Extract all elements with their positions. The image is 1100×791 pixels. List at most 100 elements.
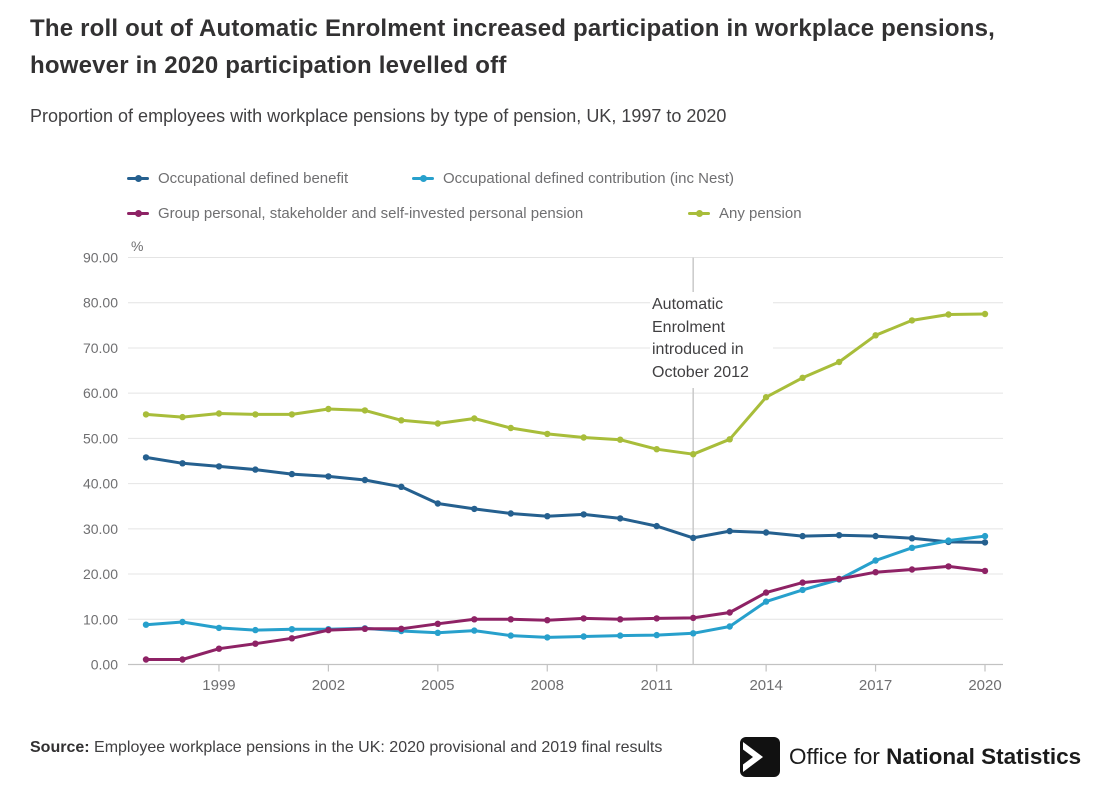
data-point-group-personal-pension-2016 bbox=[835, 575, 843, 583]
legend-marker-dot bbox=[695, 209, 703, 217]
data-point-occupational-defined-benefit-2000 bbox=[252, 466, 259, 473]
data-point-group-personal-pension-2012 bbox=[690, 614, 697, 622]
data-point-group-personal-pension-2001 bbox=[288, 635, 296, 642]
data-point-group-personal-pension-2009 bbox=[580, 615, 587, 622]
y-axis-label: 30.00 bbox=[83, 521, 118, 537]
data-point-any-pension-2014 bbox=[762, 394, 770, 401]
data-point-any-pension-2019 bbox=[945, 311, 952, 318]
x-axis-label: 2014 bbox=[749, 677, 782, 694]
legend-marker-group-personal-pension bbox=[127, 209, 149, 217]
data-point-occupational-defined-contribution-1997 bbox=[142, 621, 150, 628]
data-point-group-personal-pension-2007 bbox=[507, 616, 514, 623]
data-point-group-personal-pension-2017 bbox=[872, 569, 879, 576]
data-point-any-pension-2011 bbox=[653, 446, 660, 453]
legend-marker-dot bbox=[134, 174, 142, 182]
data-point-any-pension-2018 bbox=[908, 317, 916, 324]
y-axis-label: 0.00 bbox=[91, 657, 118, 673]
data-point-occupational-defined-benefit-1997 bbox=[142, 454, 150, 461]
legend-marker-dot bbox=[134, 209, 142, 217]
data-point-occupational-defined-benefit-2008 bbox=[544, 513, 551, 520]
data-point-any-pension-2008 bbox=[544, 430, 551, 438]
series-line-any-pension bbox=[144, 312, 987, 456]
data-point-group-personal-pension-2002 bbox=[325, 626, 332, 634]
data-point-group-personal-pension-2020 bbox=[981, 567, 989, 575]
data-point-occupational-defined-benefit-2001 bbox=[288, 470, 296, 478]
data-point-any-pension-1997 bbox=[142, 411, 150, 418]
x-axis-label: 2020 bbox=[968, 677, 1001, 694]
data-point-occupational-defined-benefit-2006 bbox=[471, 505, 478, 513]
data-point-any-pension-2010 bbox=[617, 436, 624, 443]
legend-marker-occupational-defined-contribution bbox=[412, 174, 434, 182]
data-point-any-pension-1999 bbox=[215, 410, 223, 417]
data-point-any-pension-2013 bbox=[726, 436, 733, 443]
data-point-group-personal-pension-2006 bbox=[471, 616, 478, 623]
x-axis-label: 2002 bbox=[312, 677, 345, 694]
page-title: The roll out of Automatic Enrolment incr… bbox=[30, 15, 995, 79]
data-point-occupational-defined-contribution-2011 bbox=[653, 631, 660, 639]
data-point-group-personal-pension-2004 bbox=[398, 625, 405, 632]
data-point-occupational-defined-contribution-2010 bbox=[617, 632, 624, 639]
data-point-occupational-defined-benefit-2010 bbox=[617, 515, 624, 522]
data-point-group-personal-pension-2008 bbox=[544, 617, 551, 624]
data-point-occupational-defined-contribution-2005 bbox=[434, 629, 441, 636]
data-point-any-pension-2015 bbox=[799, 374, 806, 381]
data-point-occupational-defined-benefit-2003 bbox=[361, 476, 369, 484]
data-point-occupational-defined-benefit-2004 bbox=[398, 483, 405, 490]
data-point-occupational-defined-benefit-2007 bbox=[507, 510, 514, 517]
series-line-group-personal-pension bbox=[144, 564, 987, 661]
data-point-group-personal-pension-2000 bbox=[252, 640, 259, 647]
data-point-occupational-defined-benefit-2016 bbox=[835, 532, 843, 539]
data-point-group-personal-pension-1999 bbox=[215, 645, 223, 652]
legend-label: Occupational defined contribution (inc N… bbox=[443, 169, 734, 187]
data-point-occupational-defined-contribution-2019 bbox=[945, 537, 952, 544]
y-axis-label: 20.00 bbox=[83, 566, 118, 582]
y-axis-label: 50.00 bbox=[83, 430, 118, 446]
data-point-occupational-defined-contribution-2009 bbox=[580, 633, 587, 640]
data-point-occupational-defined-contribution-2008 bbox=[544, 634, 551, 641]
data-point-any-pension-2004 bbox=[398, 417, 405, 424]
data-point-any-pension-1998 bbox=[179, 413, 186, 421]
data-point-any-pension-2009 bbox=[580, 434, 587, 441]
source-label: Source: bbox=[30, 739, 90, 756]
series-line-occupational-defined-contribution bbox=[144, 534, 987, 639]
x-axis-label: 2008 bbox=[531, 677, 564, 694]
data-point-any-pension-2012 bbox=[690, 451, 697, 458]
data-point-group-personal-pension-2005 bbox=[434, 620, 441, 627]
series-line-occupational-defined-benefit bbox=[144, 455, 987, 544]
data-point-occupational-defined-benefit-2013 bbox=[726, 527, 733, 535]
y-axis-label: 60.00 bbox=[83, 385, 118, 401]
legend-item-any-pension: Any pension bbox=[688, 203, 802, 223]
data-point-group-personal-pension-1998 bbox=[179, 656, 186, 663]
x-axis-label: 1999 bbox=[202, 677, 235, 694]
legend-marker-occupational-defined-benefit bbox=[127, 174, 149, 182]
data-point-occupational-defined-contribution-2018 bbox=[908, 544, 916, 551]
page-subtitle: Proportion of employees with workplace p… bbox=[30, 106, 727, 126]
data-point-occupational-defined-contribution-2001 bbox=[288, 626, 296, 633]
legend-item-occupational-defined-contribution: Occupational defined contribution (inc N… bbox=[412, 168, 734, 188]
data-point-group-personal-pension-2015 bbox=[799, 579, 806, 586]
y-axis-label: 70.00 bbox=[83, 340, 118, 356]
data-point-occupational-defined-contribution-2006 bbox=[471, 627, 478, 634]
data-point-occupational-defined-benefit-2005 bbox=[434, 500, 441, 507]
data-point-group-personal-pension-2010 bbox=[617, 616, 624, 623]
legend-label: Group personal, stakeholder and self-inv… bbox=[158, 204, 584, 222]
ons-logo-text: Office for National Statistics bbox=[789, 744, 1081, 770]
data-point-occupational-defined-contribution-2020 bbox=[981, 532, 989, 540]
data-point-group-personal-pension-2013 bbox=[726, 609, 733, 616]
data-point-occupational-defined-benefit-2015 bbox=[799, 532, 806, 540]
data-point-occupational-defined-benefit-1999 bbox=[215, 463, 223, 470]
data-point-any-pension-2000 bbox=[252, 411, 259, 418]
x-axis-label: 2011 bbox=[641, 677, 673, 694]
data-point-occupational-defined-contribution-2017 bbox=[872, 557, 879, 564]
data-point-group-personal-pension-2003 bbox=[361, 625, 369, 632]
data-point-occupational-defined-benefit-2011 bbox=[653, 522, 660, 530]
data-point-any-pension-2020 bbox=[981, 310, 989, 318]
legend-label: Any pension bbox=[719, 204, 802, 222]
data-point-group-personal-pension-2018 bbox=[908, 566, 916, 573]
data-point-any-pension-2016 bbox=[835, 358, 843, 366]
y-axis-label: 40.00 bbox=[83, 476, 118, 492]
ons-logo-icon bbox=[740, 737, 780, 777]
data-point-any-pension-2005 bbox=[434, 420, 441, 427]
annotation-automatic-enrolment: Automatic Enrolment introduced in Octobe… bbox=[650, 292, 773, 388]
